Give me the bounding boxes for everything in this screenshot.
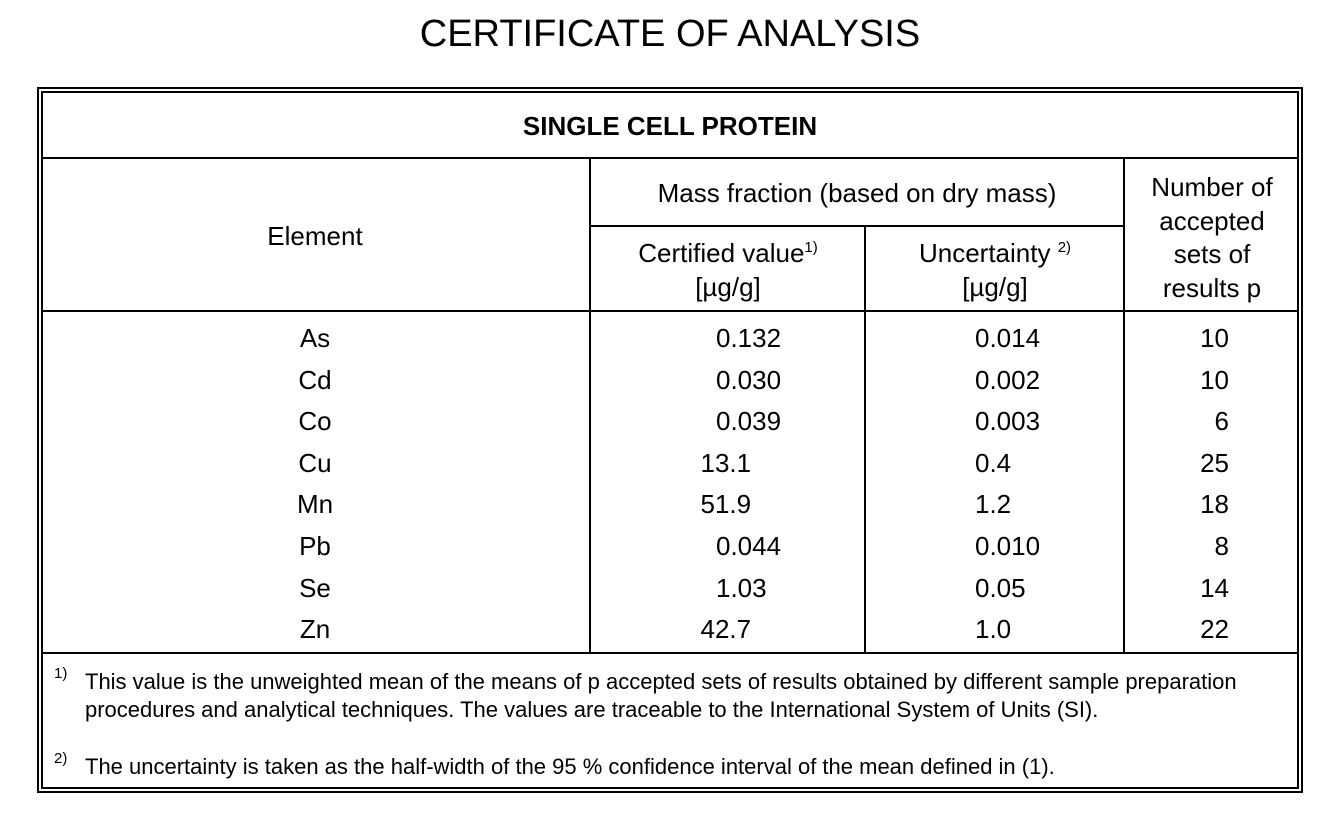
count-cell: 10 xyxy=(1200,364,1229,395)
certified-cell: 42.7 xyxy=(700,614,752,645)
certified-cell: 13.1 xyxy=(700,447,752,478)
header-unit: [µg/g] xyxy=(695,272,761,302)
count-cell: 10 xyxy=(1200,323,1229,353)
uncertainty-cell: 0.05 xyxy=(975,572,1026,603)
uncertainty-cell: 0.010 xyxy=(975,531,1041,561)
certified-cell: 0.039 xyxy=(716,406,782,437)
note-mark: 1) xyxy=(804,239,818,256)
certified-cell: 0.132 xyxy=(716,323,782,353)
uncertainty-cell: 0.003 xyxy=(975,406,1041,437)
header-element: Element xyxy=(267,221,363,251)
header-uncertainty: Uncertainty 2) xyxy=(919,238,1071,268)
header-certified: Certified value1) xyxy=(638,238,818,268)
element-cell: Cu xyxy=(298,447,332,478)
count-cell: 22 xyxy=(1200,614,1229,645)
uncertainty-cell: 0.002 xyxy=(975,364,1041,395)
count-cell: 6 xyxy=(1214,406,1229,437)
element-cell: Co xyxy=(298,406,332,437)
header-count: Number of accepted sets of results p xyxy=(1151,172,1273,303)
certified-cell: 1.03 xyxy=(716,572,767,603)
uncertainty-cell: 1.0 xyxy=(975,614,1012,645)
inner-border xyxy=(41,91,1299,789)
outer-border xyxy=(37,87,1303,793)
count-cell: 18 xyxy=(1200,489,1229,520)
footnote-text: The uncertainty is taken as the half-wid… xyxy=(85,754,1055,779)
uncertainty-cell: 0.014 xyxy=(975,323,1041,353)
count-cell: 14 xyxy=(1200,572,1229,603)
header-group: Mass fraction (based on dry mass) xyxy=(657,178,1057,208)
element-cell: Zn xyxy=(299,614,331,645)
header-text: Certified value xyxy=(638,238,805,268)
element-cell: As xyxy=(299,323,331,353)
element-cell: Mn xyxy=(296,489,334,520)
title: CERTIFICATE OF ANALYSIS xyxy=(419,13,921,55)
element-cell: Se xyxy=(299,572,331,603)
certified-cell: 0.044 xyxy=(716,531,782,561)
note-mark: 2) xyxy=(1057,239,1072,256)
uncertainty-cell: 1.2 xyxy=(975,489,1012,520)
header-text: Uncertainty xyxy=(918,238,1058,268)
certified-cell: 0.030 xyxy=(716,364,782,395)
footnote-mark: 2) xyxy=(54,750,68,767)
footnote-text: This value is the unweighted mean of the… xyxy=(85,669,1237,722)
element-cell: Cd xyxy=(298,364,332,395)
uncertainty-cell: 0.4 xyxy=(975,447,1012,478)
footnote-mark: 1) xyxy=(54,665,68,682)
element-cell: Pb xyxy=(299,531,331,561)
count-cell: 25 xyxy=(1200,447,1229,478)
certified-cell: 51.9 xyxy=(700,489,752,520)
count-cell: 8 xyxy=(1214,531,1229,561)
caption: SINGLE CELL PROTEIN xyxy=(522,111,818,141)
header-unit: [µg/g] xyxy=(962,272,1028,302)
